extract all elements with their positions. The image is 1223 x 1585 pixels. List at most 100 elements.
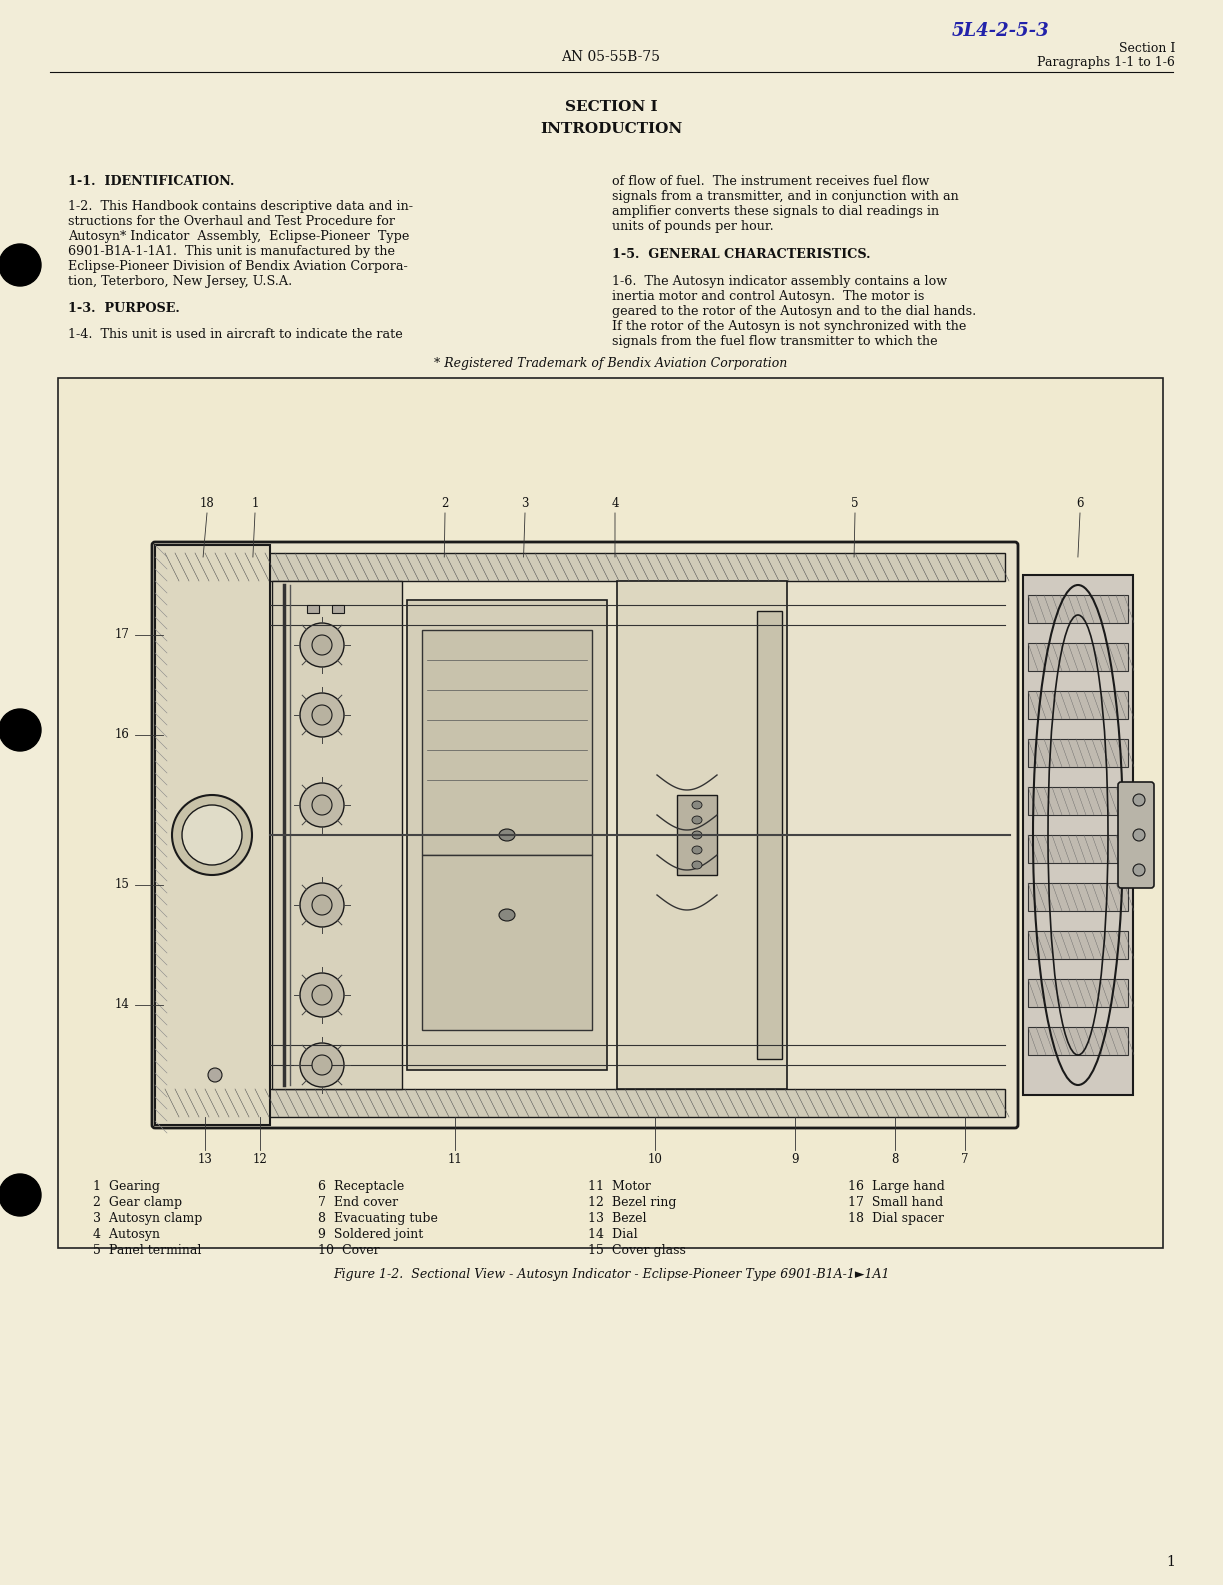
Text: * Registered Trademark of Bendix Aviation Corporation: * Registered Trademark of Bendix Aviatio… [434, 357, 788, 369]
Ellipse shape [312, 896, 331, 915]
Bar [1029, 883, 1128, 911]
Bar [1029, 691, 1128, 720]
Ellipse shape [692, 831, 702, 838]
Bar [1029, 739, 1128, 767]
Text: 15: 15 [115, 878, 130, 891]
Circle shape [0, 244, 42, 285]
Text: amplifier converts these signals to dial readings in: amplifier converts these signals to dial… [612, 204, 939, 219]
Text: SECTION I: SECTION I [565, 100, 657, 114]
Text: 1: 1 [1166, 1555, 1175, 1569]
Text: 5  Panel terminal: 5 Panel terminal [93, 1244, 202, 1257]
Text: 6  Receptacle: 6 Receptacle [318, 1179, 405, 1194]
Text: 1-2.  This Handbook contains descriptive data and in-: 1-2. This Handbook contains descriptive … [68, 200, 413, 212]
Text: 14  Dial: 14 Dial [588, 1228, 637, 1241]
Ellipse shape [208, 1068, 223, 1083]
Text: 1: 1 [251, 498, 259, 510]
Ellipse shape [312, 984, 331, 1005]
Text: 1-4.  This unit is used in aircraft to indicate the rate: 1-4. This unit is used in aircraft to in… [68, 328, 402, 341]
Text: Eclipse-Pioneer Division of Bendix Aviation Corpora-: Eclipse-Pioneer Division of Bendix Aviat… [68, 260, 407, 273]
Text: structions for the Overhaul and Test Procedure for: structions for the Overhaul and Test Pro… [68, 216, 395, 228]
Text: 8  Evacuating tube: 8 Evacuating tube [318, 1213, 438, 1225]
Bar [165, 1089, 1005, 1117]
Bar [1029, 644, 1128, 670]
Ellipse shape [300, 883, 344, 927]
Bar [1029, 788, 1128, 815]
Bar [57, 377, 1163, 1247]
Ellipse shape [300, 623, 344, 667]
Text: 8: 8 [892, 1152, 899, 1167]
Ellipse shape [312, 796, 331, 815]
Text: Section I: Section I [1119, 41, 1175, 55]
Text: 13  Bezel: 13 Bezel [588, 1213, 647, 1225]
Text: 6901-B1A-1-1A1.  This unit is manufactured by the: 6901-B1A-1-1A1. This unit is manufacture… [68, 246, 395, 258]
Text: 6: 6 [1076, 498, 1084, 510]
Text: 5: 5 [851, 498, 859, 510]
Text: 7  End cover: 7 End cover [318, 1197, 399, 1209]
Text: 1-5.  GENERAL CHARACTERISTICS.: 1-5. GENERAL CHARACTERISTICS. [612, 247, 871, 262]
Text: 2  Gear clamp: 2 Gear clamp [93, 1197, 182, 1209]
Bar [1029, 835, 1128, 862]
Ellipse shape [312, 1056, 331, 1075]
Text: 11  Motor: 11 Motor [588, 1179, 651, 1194]
Ellipse shape [172, 796, 252, 875]
Bar [1029, 1027, 1128, 1056]
Ellipse shape [499, 829, 515, 842]
Text: 3  Autosyn clamp: 3 Autosyn clamp [93, 1213, 202, 1225]
Text: 4  Autosyn: 4 Autosyn [93, 1228, 160, 1241]
Circle shape [0, 1174, 42, 1216]
Ellipse shape [692, 800, 702, 808]
Bar [422, 854, 592, 1030]
Text: 18  Dial spacer: 18 Dial spacer [848, 1213, 944, 1225]
Text: 2: 2 [442, 498, 449, 510]
Text: Autosyn* Indicator  Assembly,  Eclipse-Pioneer  Type: Autosyn* Indicator Assembly, Eclipse-Pio… [68, 230, 410, 243]
Circle shape [0, 708, 42, 751]
Text: 10  Cover: 10 Cover [318, 1244, 379, 1257]
Bar [165, 553, 1005, 582]
Bar [331, 605, 344, 613]
Text: 4: 4 [612, 498, 619, 510]
Text: 7: 7 [961, 1152, 969, 1167]
Text: 10: 10 [647, 1152, 663, 1167]
Ellipse shape [300, 1043, 344, 1087]
Ellipse shape [692, 846, 702, 854]
Ellipse shape [692, 861, 702, 869]
Ellipse shape [692, 816, 702, 824]
Bar [678, 796, 717, 875]
Text: INTRODUCTION: INTRODUCTION [539, 122, 682, 136]
Bar [757, 610, 781, 1059]
Text: 17  Small hand: 17 Small hand [848, 1197, 943, 1209]
FancyBboxPatch shape [1118, 781, 1155, 888]
Bar [155, 545, 270, 1125]
Ellipse shape [312, 705, 331, 724]
Text: 9: 9 [791, 1152, 799, 1167]
Text: AN 05-55B-75: AN 05-55B-75 [561, 51, 660, 63]
Text: 12  Bezel ring: 12 Bezel ring [588, 1197, 676, 1209]
Ellipse shape [312, 636, 331, 655]
Text: 17: 17 [115, 629, 130, 642]
Text: 15  Cover glass: 15 Cover glass [588, 1244, 686, 1257]
Ellipse shape [1132, 829, 1145, 842]
Bar [422, 629, 592, 854]
Text: signals from a transmitter, and in conjunction with an: signals from a transmitter, and in conju… [612, 190, 959, 203]
Text: 1-3.  PURPOSE.: 1-3. PURPOSE. [68, 303, 180, 315]
Text: geared to the rotor of the Autosyn and to the dial hands.: geared to the rotor of the Autosyn and t… [612, 304, 976, 319]
Bar [616, 582, 786, 1089]
Text: units of pounds per hour.: units of pounds per hour. [612, 220, 774, 233]
Text: 5L4-2-5-3: 5L4-2-5-3 [951, 22, 1049, 40]
Text: 1-1.  IDENTIFICATION.: 1-1. IDENTIFICATION. [68, 174, 235, 189]
Ellipse shape [300, 783, 344, 827]
Ellipse shape [300, 973, 344, 1018]
Ellipse shape [499, 910, 515, 921]
Text: 9  Soldered joint: 9 Soldered joint [318, 1228, 423, 1241]
Text: 13: 13 [198, 1152, 213, 1167]
Text: Figure 1-2.  Sectional View - Autosyn Indicator - Eclipse-Pioneer Type 6901-B1A-: Figure 1-2. Sectional View - Autosyn Ind… [333, 1268, 889, 1281]
Text: 1-6.  The Autosyn indicator assembly contains a low: 1-6. The Autosyn indicator assembly cont… [612, 276, 947, 288]
Text: 11: 11 [448, 1152, 462, 1167]
Bar [272, 582, 402, 1089]
Bar [407, 601, 607, 1070]
Text: of flow of fuel.  The instrument receives fuel flow: of flow of fuel. The instrument receives… [612, 174, 929, 189]
Text: inertia motor and control Autosyn.  The motor is: inertia motor and control Autosyn. The m… [612, 290, 925, 303]
Text: Paragraphs 1-1 to 1-6: Paragraphs 1-1 to 1-6 [1037, 55, 1175, 70]
Text: 14: 14 [115, 999, 130, 1011]
FancyBboxPatch shape [152, 542, 1018, 1129]
